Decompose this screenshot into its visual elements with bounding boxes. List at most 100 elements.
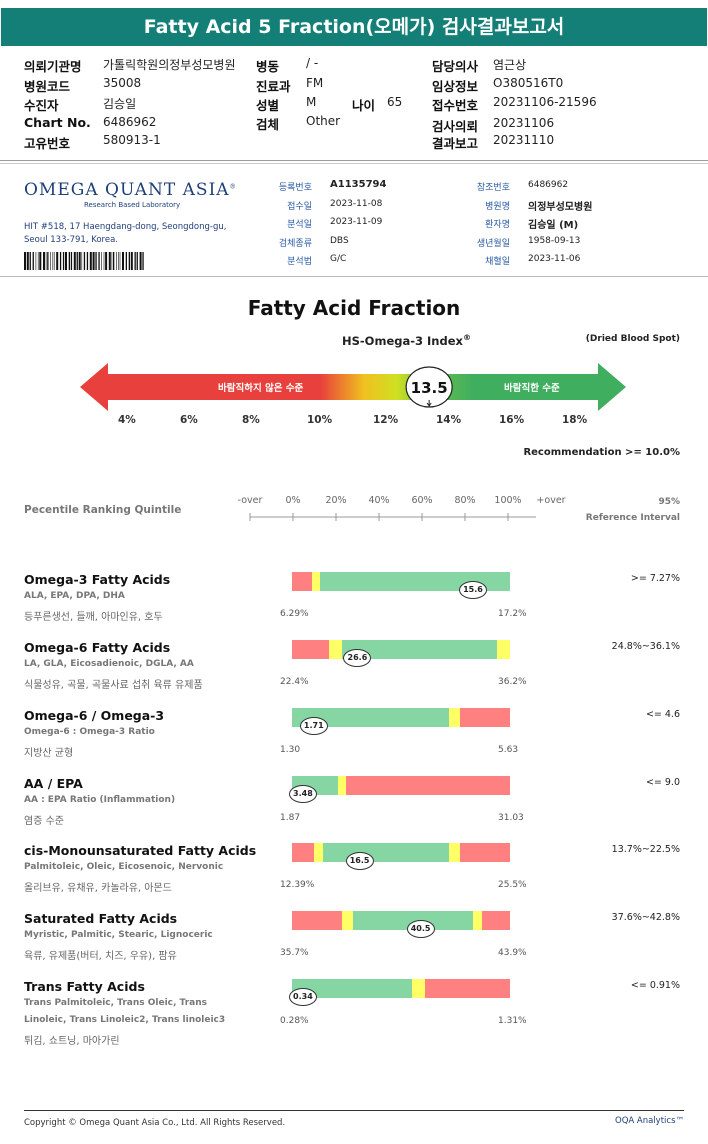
index-value-marker: 13.5 [405, 366, 453, 408]
index-tick-label: 4% [118, 414, 136, 426]
index-tick-label: 16% [499, 414, 525, 426]
patient-value: 20231106-21596 [493, 95, 597, 109]
patient-label: 병동 [256, 59, 280, 74]
percentile-scale-label: 60% [411, 495, 433, 506]
fatty-acid-name: Omega-3 Fatty Acids [24, 572, 171, 587]
patient-label: 임상정보 [432, 79, 479, 94]
sample-value: DBS [330, 236, 349, 246]
percentile-scale-label: 20% [325, 495, 347, 506]
percentile-scale-label: 80% [454, 495, 476, 506]
divider [0, 163, 708, 164]
good-level-label: 바람직한 수준 [504, 382, 560, 394]
sample-value: 1958-09-13 [528, 236, 581, 246]
divider [0, 276, 708, 277]
patient-label: 고유번호 [24, 136, 71, 151]
fatty-acid-components: ALA, EPA, DPA, DHA [24, 591, 125, 601]
reference-interval-label: Reference Interval [585, 513, 680, 523]
range-min: 35.7% [280, 948, 309, 958]
result-marker: 15.6 [458, 581, 487, 599]
range-min: 22.4% [280, 677, 309, 687]
range-max: 43.9% [498, 948, 527, 958]
patient-value: 염근상 [493, 58, 527, 72]
quintile-segment [292, 708, 449, 727]
index-tick-label: 8% [242, 414, 260, 426]
patient-label: Chart No. [24, 115, 91, 130]
range-max: 31.03 [498, 813, 524, 823]
percentile-scale-label: 100% [494, 495, 522, 506]
sample-value: 6486962 [528, 180, 569, 190]
quintile-segment [322, 843, 449, 862]
sample-value: 2023-11-06 [528, 254, 581, 264]
fatty-acid-components: Myristic, Palmitic, Stearic, Lignoceric [24, 930, 213, 940]
percentile-scale-label: +over [536, 495, 566, 506]
fatty-acid-food-sources: 염증 수준 [24, 816, 64, 827]
patient-label: 결과보고 [432, 136, 479, 151]
range-max: 1.31% [498, 1016, 527, 1026]
quintile-segment [459, 843, 510, 862]
quintile-bar [292, 979, 510, 998]
quintile-segment [448, 708, 460, 727]
quintile-segment [481, 911, 510, 930]
percentile-axis [249, 513, 536, 521]
sample-label: 등록번호 [278, 183, 312, 193]
quintile-segment [472, 911, 482, 930]
quintile-segment [448, 843, 460, 862]
range-max: 25.5% [498, 880, 527, 890]
fatty-acid-components: AA : EPA Ratio (Inflammation) [24, 795, 176, 805]
copyright: Copyright © Omega Quant Asia Co., Ltd. A… [24, 1118, 286, 1128]
quintile-segment [313, 843, 323, 862]
fatty-acid-food-sources: 육류, 유제품(버터, 치즈, 우유), 팜유 [24, 951, 177, 962]
reference-range: <= 0.91% [630, 980, 680, 991]
quintile-segment [411, 979, 425, 998]
patient-value: 김승일 [103, 97, 137, 111]
fatty-acid-food-sources: 식물성유, 곡물, 곡물사료 섭취 육류 유제품 [24, 680, 203, 691]
reference-range: 37.6%~42.8% [611, 912, 680, 923]
fatty-acid-name: AA / EPA [24, 776, 83, 791]
quintile-segment [292, 979, 412, 998]
lab-address-line2: Seoul 133-791, Korea. [24, 235, 118, 245]
range-max: 36.2% [498, 677, 527, 687]
patient-value: O380516T0 [493, 76, 564, 90]
sample-value: 의정부성모병원 [528, 202, 593, 213]
patient-value: Other [306, 114, 341, 128]
reference-range: <= 9.0 [645, 777, 680, 788]
fatty-acid-components: LA, GLA, Eicosadienoic, DGLA, AA [24, 659, 194, 669]
lab-address-line1: HIT #518, 17 Haengdang-dong, Seongdong-g… [24, 222, 227, 232]
patient-value: 6486962 [103, 115, 157, 129]
result-marker: 40.5 [406, 920, 435, 938]
patient-label: 의뢰기관명 [24, 59, 82, 74]
sample-label: 분석일 [287, 220, 312, 230]
omega-index-gauge: 바람직하지 않은 수준 바람직한 수준 13.5 [80, 363, 626, 411]
quintile-segment [292, 640, 330, 659]
sample-value: 2023-11-09 [330, 217, 383, 227]
quintile-segment [337, 776, 347, 795]
quintile-bar [292, 640, 510, 659]
sample-type: (Dried Blood Spot) [585, 334, 680, 344]
patient-age-value: 65 [387, 95, 403, 109]
quintile-segment [329, 640, 343, 659]
fatty-acid-components: Palmitoleic, Oleic, Eicosenoic, Nervonic [24, 862, 224, 872]
fatty-acid-name: Saturated Fatty Acids [24, 911, 178, 926]
sample-value: 김승일 (M) [528, 220, 579, 231]
fatty-acid-food-sources: 튀김, 쇼트닝, 마아가린 [24, 1036, 120, 1047]
sample-label: 검체종류 [278, 239, 312, 249]
reference-range: 13.7%~22.5% [611, 844, 680, 855]
patient-label: 수진자 [24, 98, 59, 113]
patient-value: M [306, 95, 317, 109]
index-tick-label: 18% [562, 414, 588, 426]
footer-brand: OQA Analytics™ [615, 1116, 684, 1126]
quintile-segment [311, 572, 321, 591]
index-tick-label: 14% [436, 414, 462, 426]
patient-label: 검사의뢰 [432, 119, 479, 134]
sample-value: G/C [330, 254, 347, 264]
index-tick-label: 10% [307, 414, 333, 426]
fatty-acid-food-sources: 등푸른생선, 들깨, 아마인유, 호두 [24, 612, 163, 623]
patient-label: 접수번호 [432, 98, 479, 113]
reference-range: <= 4.6 [645, 709, 680, 720]
patient-label: 검체 [256, 117, 280, 132]
fatty-acid-name: cis-Monounsaturated Fatty Acids [24, 843, 257, 858]
sample-label: 채혈일 [485, 257, 510, 267]
patient-value: 35008 [103, 76, 142, 90]
lab-subtitle: Research Based Laboratory [84, 201, 181, 209]
range-max: 17.2% [498, 609, 527, 619]
